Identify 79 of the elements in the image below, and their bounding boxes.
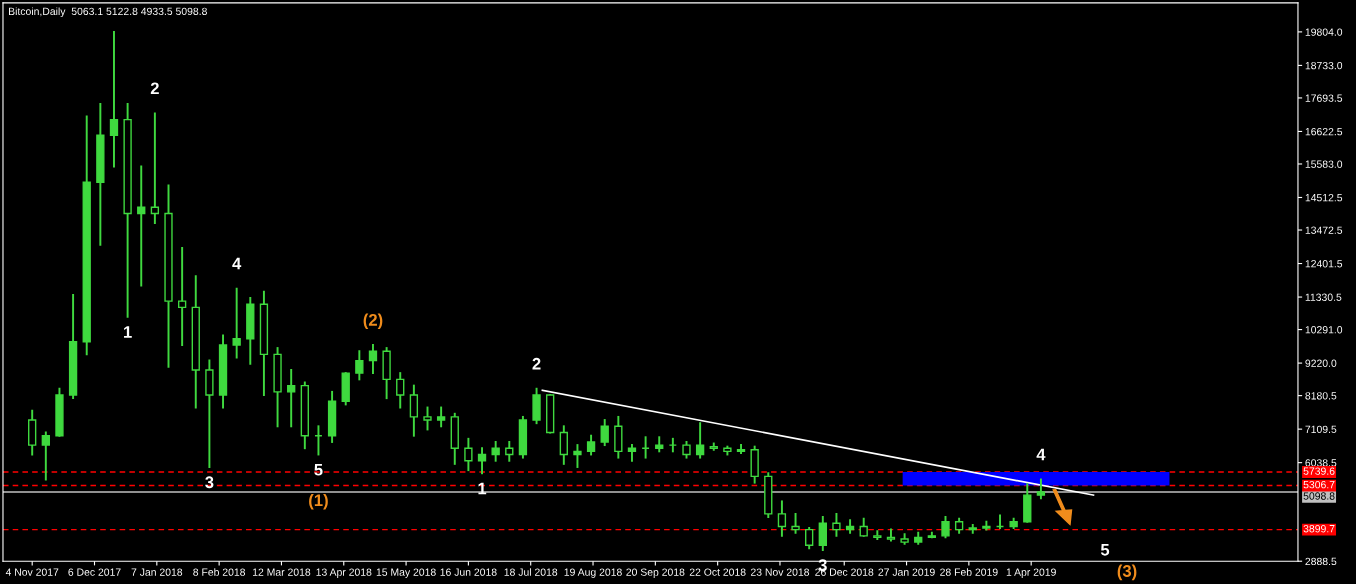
annotation: 1 [124, 326, 132, 338]
annotation: 5 [314, 463, 323, 476]
x-tick-label: 12 Mar 2018 [253, 568, 311, 576]
x-tick-label: 20 Sep 2018 [626, 568, 685, 578]
y-tick-label: 17693.5 [1305, 94, 1343, 102]
y-tick-label: 18733.0 [1305, 61, 1343, 70]
candlestick [355, 350, 364, 381]
ref-line-label: 5306.7 [1303, 480, 1335, 489]
y-tick-label: 13472.5 [1305, 226, 1343, 234]
text: (3) [1117, 564, 1137, 581]
annotation: (1) [309, 493, 328, 510]
candlestick [409, 384, 419, 437]
x-tick-label: 18 Jul 2018 [504, 568, 558, 576]
candlestick [464, 437, 473, 472]
y-tick-label: 7109.5 [1305, 425, 1337, 434]
candlestick [368, 343, 378, 375]
y-tick-label: 8180.5 [1305, 392, 1337, 400]
annotation: 5 [1100, 544, 1110, 556]
x-tick-label: 16 Jun 2018 [440, 568, 497, 576]
candlestick [491, 440, 500, 462]
candlestick [423, 406, 432, 431]
chart-title: Bitcoin,Daily 5063.1 5122.8 4933.5 5098.8 [9, 7, 207, 18]
x-tick-label: 7 Jan 2018 [131, 568, 183, 576]
candlestick [396, 372, 405, 409]
candlestick [968, 523, 977, 534]
y-tick-label: 14512.5 [1305, 193, 1343, 202]
x-tick-label: 22 Oct 2018 [689, 568, 746, 576]
y-tick-label: 15583.0 [1305, 160, 1343, 168]
candlestick [818, 516, 827, 551]
candlestick [873, 530, 882, 540]
x-tick-label: 23 Nov 2018 [750, 568, 810, 576]
annotation: (2) [363, 313, 383, 330]
candlestick [941, 516, 950, 539]
annotation: 2 [532, 357, 541, 370]
y-tick-label: 16622.5 [1305, 127, 1343, 136]
x-tick-label: 19 Aug 2018 [564, 568, 622, 578]
candlestick [791, 512, 800, 534]
annotation: 4 [1036, 448, 1046, 461]
x-tick-label: 13 Apr 2018 [316, 568, 372, 578]
x-tick-label: 28 Feb 2019 [940, 568, 998, 576]
candlestick [805, 527, 814, 550]
y-tick-label: 19804.0 [1305, 28, 1343, 36]
candlestick [232, 287, 241, 359]
candlestick [586, 434, 596, 456]
x-tick-label: 8 Feb 2018 [193, 568, 246, 576]
y-tick-label: 10291.0 [1305, 326, 1343, 334]
candlestick [109, 31, 119, 168]
candlestick [477, 447, 487, 475]
candlestick [505, 440, 514, 462]
candlestick [436, 406, 446, 428]
annotation: 2 [150, 82, 159, 95]
candlestick [177, 246, 187, 346]
ref-line-label: 5098.8 [1303, 492, 1335, 500]
y-tick-label: 2888.5 [1305, 557, 1337, 566]
annotation: 4 [232, 257, 242, 270]
y-tick-label: 6038.5 [1305, 459, 1337, 467]
candlestick [137, 165, 146, 287]
y-tick-label: 9220.0 [1305, 359, 1337, 367]
x-tick-label: 27 Jan 2019 [878, 568, 935, 576]
candlestick [777, 500, 787, 537]
candlestick [41, 431, 50, 481]
y-tick-label: 11330.5 [1305, 293, 1342, 301]
x-tick-label: 15 May 2018 [376, 568, 436, 578]
candlestick [600, 419, 609, 447]
candlestick [1036, 478, 1046, 500]
ref-line-label: 5739.6 [1303, 467, 1335, 475]
candlestick [559, 425, 568, 465]
x-tick-label: 1 Apr 2019 [1006, 568, 1056, 578]
candlestick [736, 444, 746, 454]
x-tick-label: 4 Nov 2017 [5, 568, 59, 576]
candlestick [982, 520, 991, 531]
candlestick [695, 422, 705, 459]
x-tick-label: 6 Dec 2017 [68, 568, 121, 576]
y-tick-label: 12401.5 [1305, 260, 1343, 268]
ref-line-label: 3899.7 [1303, 525, 1335, 533]
candlestick [150, 112, 160, 224]
candlestick [832, 512, 841, 537]
candlestick [287, 369, 296, 428]
candlestick [573, 444, 582, 468]
